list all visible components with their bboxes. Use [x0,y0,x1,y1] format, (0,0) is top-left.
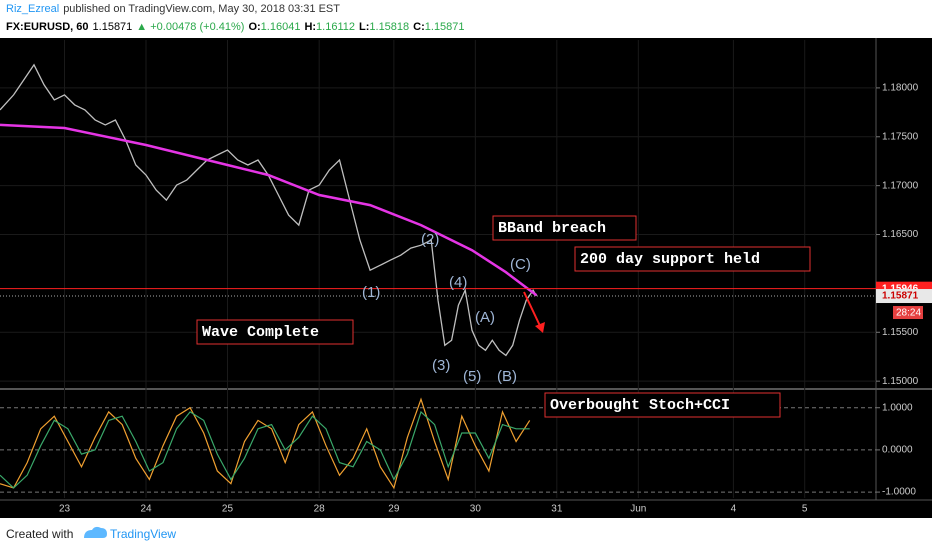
moving-average [0,123,538,297]
annotation-box [196,319,354,345]
x-tick-label: 5 [802,504,808,515]
annotation: Overbought Stoch+CCI [550,397,730,414]
annotation-box [492,215,637,241]
y-tick-label: 1.17000 [882,180,919,191]
x-tick-label: 24 [140,504,152,515]
price-tag-label: 1.15946 [882,283,919,294]
plot [0,63,876,490]
c-label: C: [413,21,425,33]
author[interactable]: Riz_Ezreal [6,3,59,15]
oscillator-line [0,410,530,489]
annotation: 200 day support held [580,251,760,268]
y-tick-label: 1.18000 [882,83,919,94]
annotation-box [574,246,811,272]
close: 1.15871 [425,21,465,33]
wave-label: (5) [463,368,481,385]
wave-label: (B) [497,368,517,385]
footer-text: Created with [6,527,73,541]
annotation: Wave Complete [202,324,319,341]
logo [84,526,107,538]
l-label: L: [359,21,369,33]
price-tag [876,289,932,304]
arrow-head [535,322,545,333]
y-tick-label: 0.0000 [882,445,913,456]
high: 1.16112 [316,21,355,33]
wave-label: (1) [362,284,380,301]
price-tag-label: 1.15871 [882,291,919,302]
y-tick-label: 1.16500 [882,229,919,240]
x-tick-label: 25 [222,504,234,515]
annotation-box [544,392,781,418]
header-line: Riz_Ezreal published on TradingView.com, … [6,3,340,15]
x-tick-label: 31 [551,504,563,515]
x-tick-label: 30 [470,504,482,515]
o-label: O: [248,21,260,33]
wave-label: (4) [449,274,467,291]
y-tick-label: 1.15500 [882,327,919,338]
symbol: FX:EURUSD, 60 [6,21,89,33]
y-tick-label: 1.15000 [882,376,919,387]
h-label: H: [304,21,316,33]
published: published on TradingView.com, May 30, 20… [63,3,340,15]
wave-label: (3) [432,357,450,374]
countdown-tag [893,306,923,320]
change: ▲ +0.00478 (+0.41%) [136,21,244,33]
wave-label: (2) [421,231,439,248]
price-line [0,63,538,357]
x-tick-label: 29 [388,504,400,515]
x-tick-label: Jun [630,504,646,515]
y-tick-label: -1.0000 [882,487,916,498]
x-tick-label: 23 [59,504,71,515]
arrow [523,291,542,329]
open: 1.16041 [261,21,301,33]
last: 1.15871 [93,21,133,33]
y-tick-label: 1.0000 [882,402,913,413]
x-tick-label: 28 [314,504,326,515]
annotation: BBand breach [498,220,606,237]
wave-label: (C) [510,256,531,273]
wave-label: (A) [475,309,495,326]
annotations: BBand breach 200 day support held Wave C… [196,215,811,418]
y-tick-label: 1.17500 [882,131,919,142]
x-tick-label: 4 [731,504,737,515]
low: 1.15818 [369,21,409,33]
chart-background [0,38,932,518]
footer-brand[interactable]: TradingView [110,527,176,541]
countdown: 28:24 [896,308,921,319]
symbol-line: FX:EURUSD, 60 1.15871 ▲ +0.00478 (+0.41%) O… [6,21,465,33]
